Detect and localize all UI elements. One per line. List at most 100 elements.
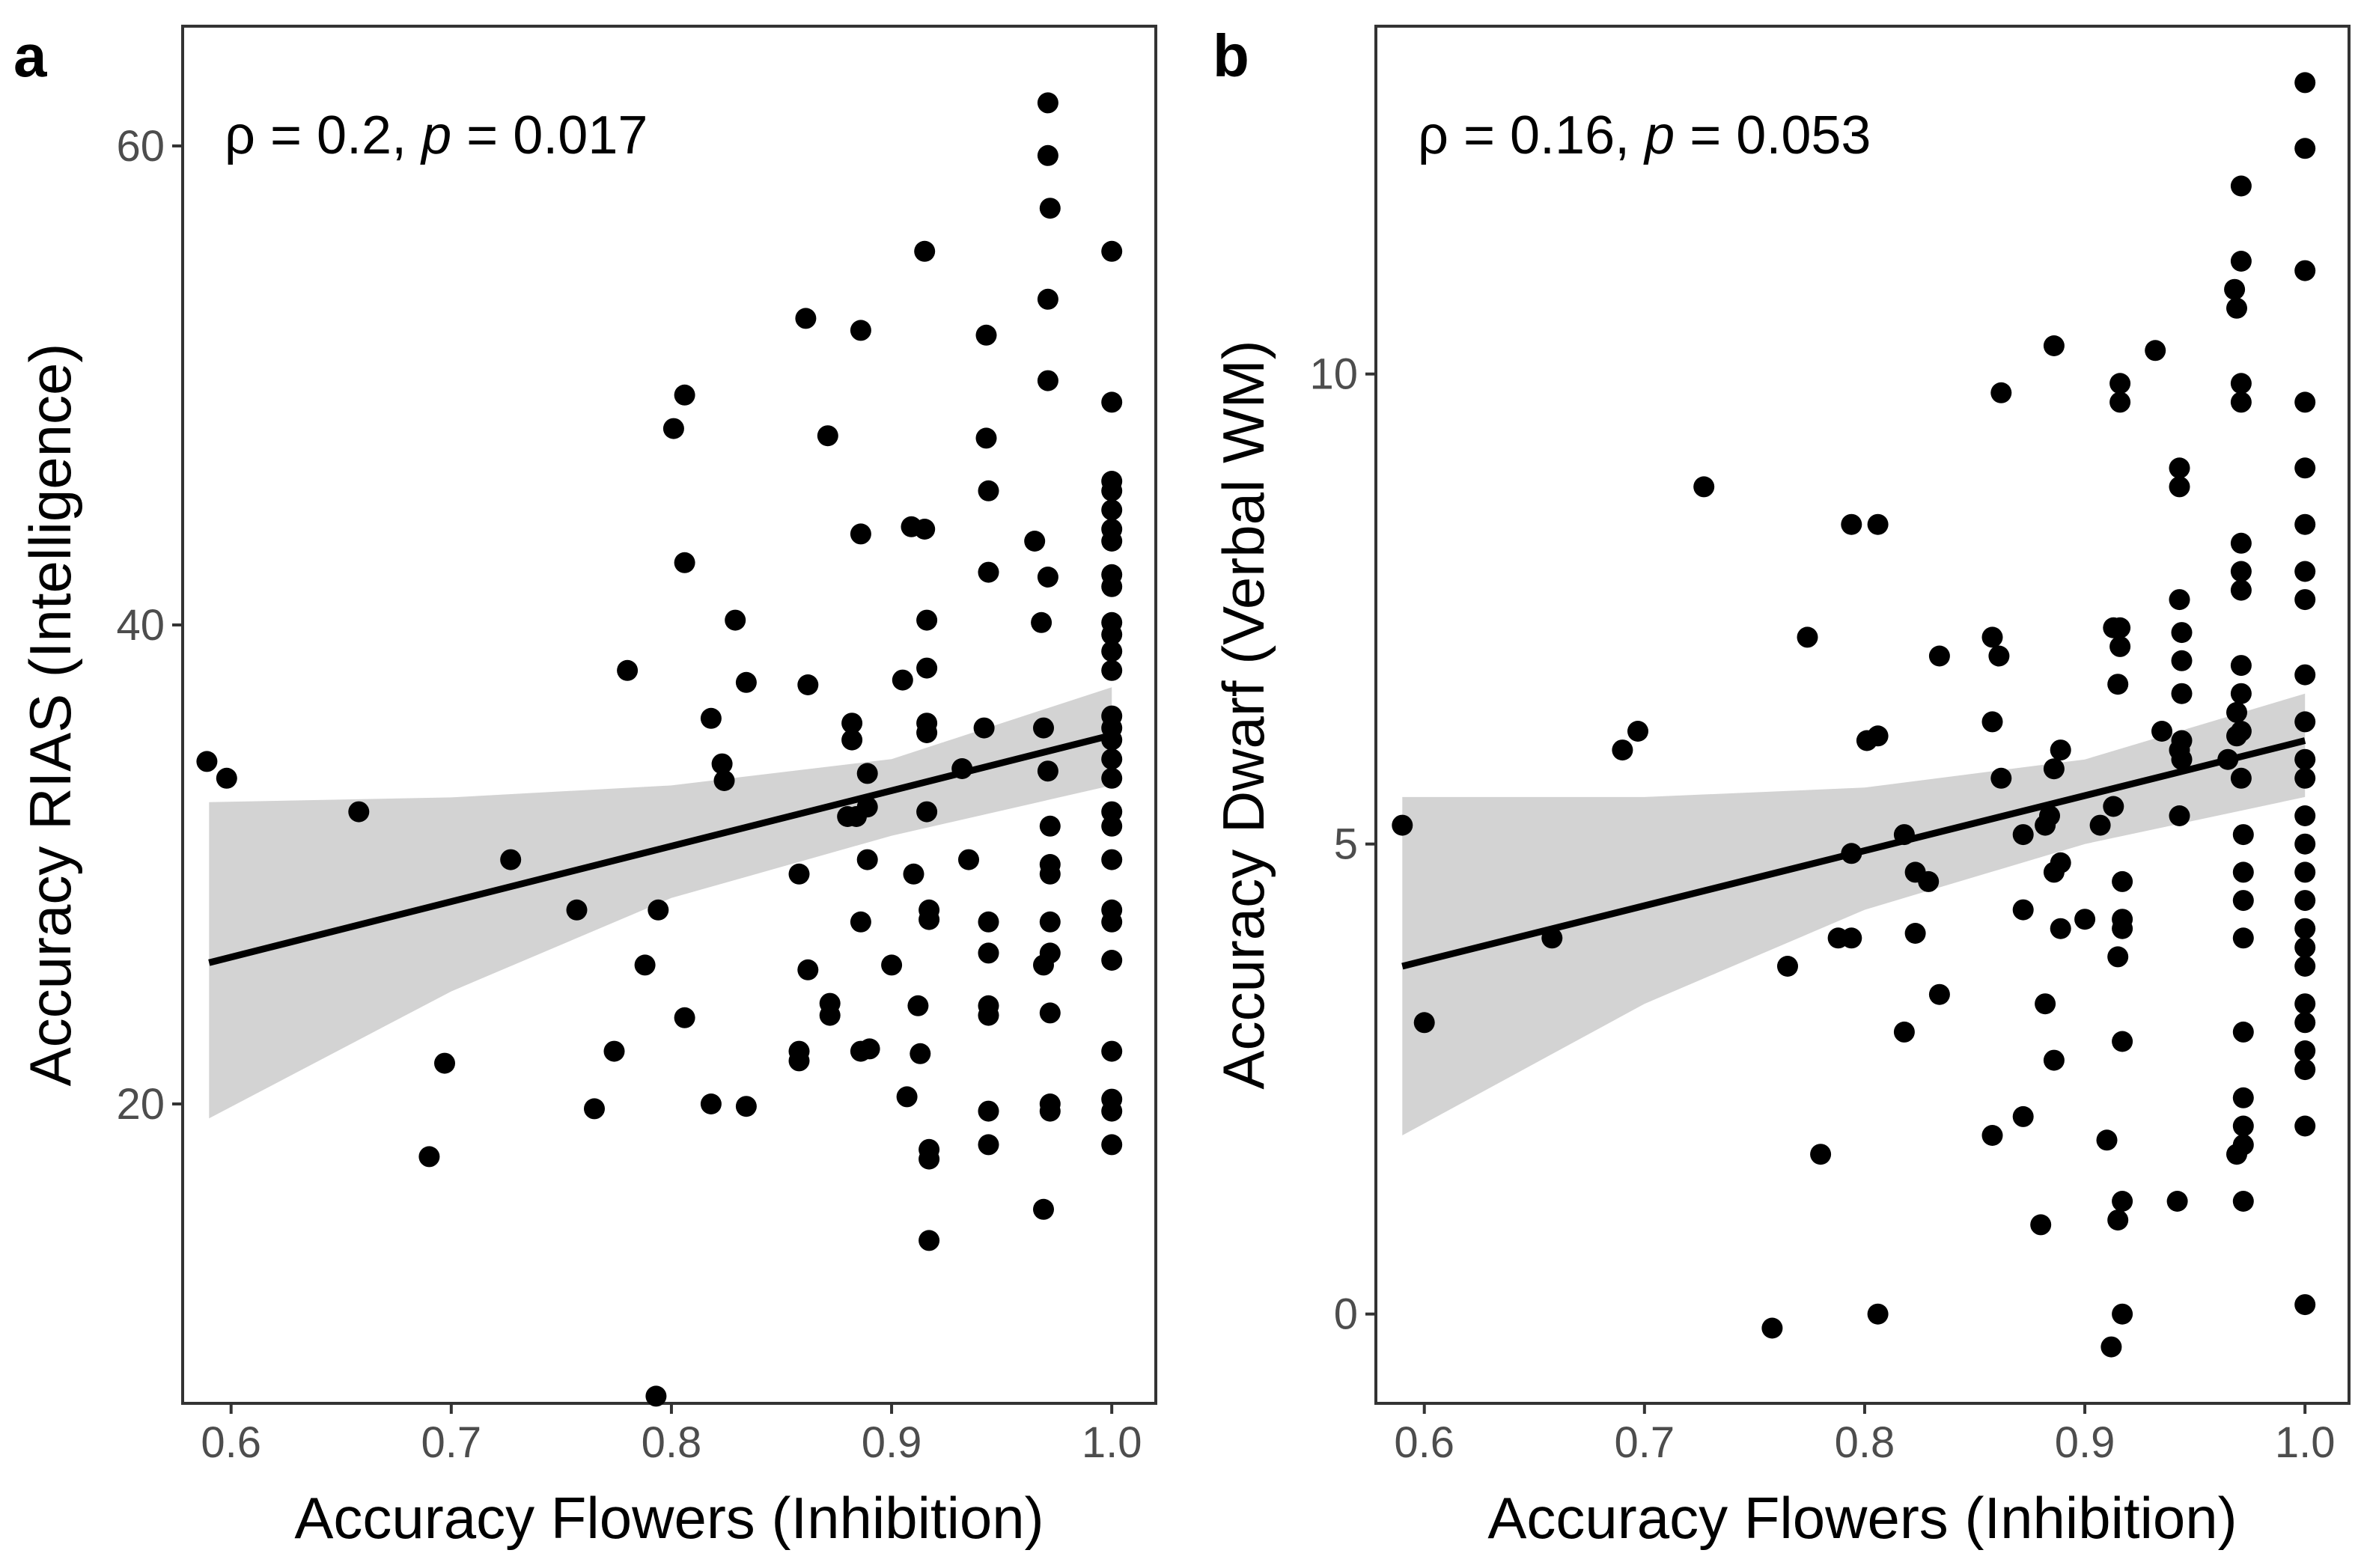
data-point — [892, 669, 913, 691]
x-tick-label: 0.7 — [421, 1418, 482, 1467]
data-point — [1039, 942, 1061, 964]
data-point — [2169, 476, 2190, 498]
x-tick-label: 0.9 — [862, 1418, 922, 1467]
data-point — [2169, 457, 2190, 479]
data-point — [1413, 1012, 1435, 1034]
data-point — [2230, 683, 2252, 704]
data-point — [634, 954, 656, 976]
data-point — [978, 911, 999, 933]
data-point — [645, 1385, 667, 1407]
x-tick-label: 0.9 — [2055, 1418, 2115, 1467]
data-point — [1392, 814, 1413, 836]
data-point — [1101, 240, 1123, 262]
data-point — [2035, 993, 2056, 1015]
data-point — [2166, 1191, 2188, 1212]
data-point — [2112, 1191, 2133, 1212]
data-point — [1101, 1134, 1123, 1156]
data-point — [2294, 767, 2316, 789]
data-point — [2107, 946, 2129, 968]
data-point — [2103, 796, 2124, 817]
data-point — [2169, 805, 2190, 826]
x-tick-label: 1.0 — [1082, 1418, 1142, 1467]
data-point — [2107, 1209, 2129, 1231]
confidence-band — [1402, 693, 2306, 1135]
data-point — [1039, 198, 1061, 219]
data-point — [2294, 1012, 2316, 1034]
data-point — [788, 863, 810, 885]
data-point — [797, 674, 819, 695]
data-point — [881, 954, 903, 976]
y-tick-label: 0 — [1334, 1290, 1358, 1339]
data-point — [2012, 824, 2034, 846]
data-point — [1981, 1125, 2003, 1146]
data-point — [2109, 373, 2131, 394]
data-point — [2217, 748, 2239, 770]
data-point — [2232, 861, 2254, 883]
data-point — [2112, 870, 2133, 892]
data-point — [896, 1086, 918, 1108]
data-point — [841, 713, 863, 734]
data-point — [2030, 1214, 2052, 1236]
p-value-text: p = 0.017 — [420, 106, 648, 165]
data-point — [2294, 1059, 2316, 1081]
data-point — [2232, 1115, 2254, 1137]
data-point — [951, 758, 973, 779]
data-point — [1101, 801, 1123, 823]
data-point — [797, 959, 819, 980]
data-point — [648, 899, 669, 921]
data-point — [1693, 476, 1715, 498]
data-point — [196, 751, 218, 772]
data-point — [2230, 721, 2252, 742]
data-point — [2230, 391, 2252, 413]
data-point — [907, 995, 929, 1016]
data-point — [2294, 391, 2316, 413]
data-point — [817, 425, 838, 447]
data-point — [1101, 576, 1123, 597]
data-point — [1541, 927, 1563, 949]
data-point — [2230, 767, 2252, 789]
data-point — [216, 767, 237, 789]
data-point — [725, 609, 746, 631]
data-point — [1612, 739, 1633, 761]
data-point — [2294, 72, 2316, 94]
data-point — [2171, 683, 2193, 704]
data-point — [2050, 918, 2071, 939]
data-point — [1101, 748, 1123, 770]
data-point — [2171, 730, 2193, 751]
data-point — [1797, 626, 1818, 648]
data-point — [914, 240, 936, 262]
data-point — [1031, 611, 1052, 633]
data-point — [674, 1007, 695, 1028]
data-point — [856, 796, 878, 818]
data-point — [910, 1043, 931, 1064]
data-point — [1033, 717, 1054, 739]
data-point — [1037, 370, 1058, 391]
data-point — [2012, 1105, 2034, 1127]
data-point — [2089, 814, 2111, 836]
data-point — [916, 801, 938, 823]
data-point — [1039, 863, 1061, 885]
data-point — [788, 1050, 810, 1072]
data-point — [1841, 843, 1862, 864]
data-point — [617, 659, 639, 681]
data-point — [916, 722, 938, 743]
data-point — [2230, 373, 2252, 394]
data-point — [1810, 1144, 1832, 1165]
data-point — [1033, 1198, 1054, 1220]
data-point — [918, 1230, 940, 1251]
data-point — [2145, 340, 2166, 362]
y-tick-label: 20 — [116, 1080, 165, 1129]
data-point — [2109, 391, 2131, 413]
data-point — [918, 909, 940, 930]
x-tick-label: 0.8 — [642, 1418, 702, 1467]
data-point — [1101, 659, 1123, 681]
data-point — [978, 561, 999, 583]
x-tick-label: 0.8 — [1835, 1418, 1895, 1467]
plot-frame — [1374, 25, 2351, 1405]
data-point — [841, 729, 863, 751]
data-point — [2232, 890, 2254, 912]
data-point — [978, 942, 999, 964]
plot-frame — [181, 25, 1157, 1405]
data-point — [2169, 589, 2190, 611]
data-point — [348, 801, 370, 823]
